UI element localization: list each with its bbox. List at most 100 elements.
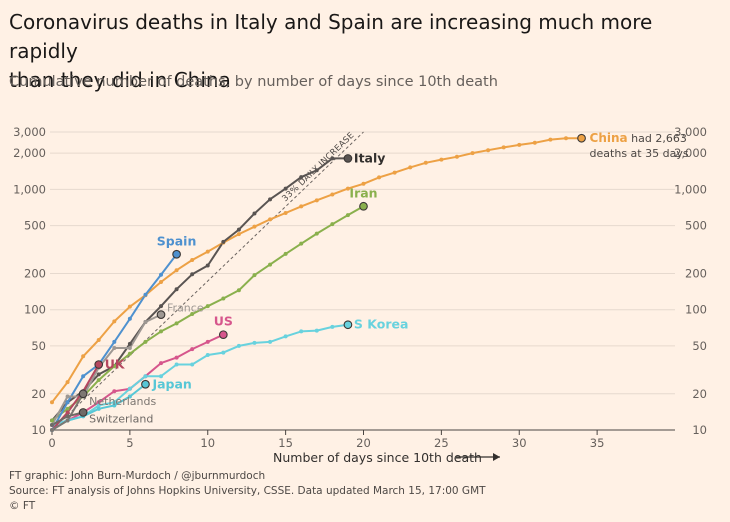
- data-point-china: [252, 224, 257, 229]
- series-label-us: US: [214, 314, 233, 329]
- data-point-s-korea: [112, 400, 117, 405]
- data-point-china: [548, 137, 553, 142]
- data-point-china: [205, 249, 210, 254]
- data-point-s-korea: [127, 386, 132, 391]
- data-point-iran: [190, 312, 195, 317]
- data-point-china: [50, 400, 54, 405]
- end-marker-netherlands: [78, 389, 88, 399]
- data-point-china: [486, 148, 491, 153]
- data-point-iran: [330, 222, 335, 227]
- y-tick-label-left: 20: [31, 387, 46, 401]
- series-label-italy: Italy: [354, 150, 386, 165]
- series-line-france: [51, 313, 162, 426]
- data-point-s-korea: [252, 340, 257, 345]
- data-point-iran: [127, 351, 132, 356]
- series-line-china: [51, 137, 583, 404]
- end-marker-uk: [94, 360, 104, 369]
- data-point-china: [236, 232, 241, 237]
- data-point-us: [112, 389, 117, 394]
- data-point-iran: [283, 251, 288, 256]
- y-tick-label-left: 50: [31, 339, 46, 353]
- y-tick-label-left: 2,000: [13, 146, 46, 160]
- data-point-china: [174, 268, 179, 273]
- data-point-italy: [252, 211, 257, 216]
- x-tick-label: 10: [200, 436, 215, 450]
- data-point-spain: [159, 272, 164, 277]
- data-point-china: [392, 170, 397, 175]
- data-point-iran: [174, 321, 179, 326]
- data-point-italy: [127, 341, 132, 346]
- data-point-china: [283, 210, 288, 215]
- data-point-switzerland: [65, 414, 70, 419]
- data-point-us: [190, 347, 195, 352]
- data-point-s-korea: [174, 362, 179, 367]
- series-label-uk: UK: [105, 357, 126, 372]
- data-point-china: [190, 257, 195, 262]
- data-point-france: [65, 394, 70, 399]
- data-point-china: [408, 165, 413, 170]
- end-marker-spain: [172, 249, 181, 259]
- data-point-uk: [65, 410, 70, 415]
- series-label-spain: Spain: [157, 233, 197, 248]
- data-point-china: [563, 136, 568, 141]
- data-point-us: [159, 361, 164, 366]
- end-marker-china: [577, 133, 586, 143]
- x-tick-label: 30: [512, 436, 527, 450]
- y-tick-label-right: 10: [692, 423, 707, 437]
- end-marker-italy: [343, 154, 353, 163]
- data-point-france: [143, 320, 148, 325]
- series-line-italy: [51, 157, 349, 422]
- series-label-s-korea: S Korea: [354, 317, 409, 332]
- data-point-iran: [345, 213, 350, 218]
- data-point-iran: [143, 339, 148, 344]
- data-point-china: [65, 380, 70, 385]
- data-point-china: [454, 154, 459, 159]
- y-tick-label-left: 10: [31, 423, 46, 437]
- data-point-iran: [205, 304, 210, 309]
- series-label-iran: Iran: [349, 185, 377, 200]
- data-point-netherlands: [50, 428, 54, 432]
- data-point-china: [159, 279, 164, 284]
- data-point-china: [345, 186, 350, 191]
- data-point-italy: [330, 156, 335, 161]
- data-point-china: [377, 175, 382, 180]
- data-point-spain: [81, 374, 86, 379]
- data-point-china: [330, 192, 335, 197]
- data-point-s-korea: [159, 374, 164, 379]
- data-point-italy: [96, 372, 101, 377]
- data-point-s-korea: [205, 353, 210, 358]
- data-point-china: [470, 151, 475, 156]
- series-label-france: France: [167, 302, 204, 315]
- x-tick-label: 20: [356, 436, 371, 450]
- data-point-s-korea: [236, 343, 241, 348]
- data-point-iran: [159, 329, 164, 334]
- data-point-china: [361, 181, 366, 186]
- chart-subtitle: Cumulative number of deaths, by number o…: [9, 74, 498, 90]
- data-point-china: [439, 157, 444, 162]
- reference-line-33pct: [51, 131, 364, 431]
- data-point-s-korea: [330, 324, 335, 329]
- data-point-s-korea: [283, 334, 288, 339]
- y-tick-label-right: 50: [692, 339, 707, 353]
- end-marker-iran: [359, 201, 368, 211]
- y-tick-label-right: 100: [685, 303, 707, 317]
- data-point-italy: [283, 186, 288, 191]
- footer-credit: FT graphic: John Burn-Murdoch / @jburnmu…: [9, 470, 266, 482]
- china-label-note: had 2,663: [628, 132, 687, 145]
- data-point-italy: [174, 287, 179, 292]
- series-label-netherlands: Netherlands: [89, 395, 156, 408]
- data-point-iran: [314, 231, 319, 236]
- data-point-china: [112, 319, 117, 324]
- footer-source: Source: FT analysis of Johns Hopkins Uni…: [9, 485, 486, 497]
- y-tick-label-left: 3,000: [13, 125, 46, 139]
- end-marker-us: [218, 330, 228, 340]
- y-tick-label-right: 1,000: [674, 182, 707, 196]
- data-point-spain: [65, 400, 70, 405]
- data-point-china: [299, 204, 304, 209]
- data-point-italy: [205, 263, 210, 268]
- data-point-china: [501, 145, 506, 150]
- y-tick-label-left: 200: [24, 266, 46, 280]
- series-label-japan: Japan: [151, 376, 191, 391]
- data-point-japan: [127, 394, 132, 399]
- y-tick-label-right: 2,000: [674, 146, 707, 160]
